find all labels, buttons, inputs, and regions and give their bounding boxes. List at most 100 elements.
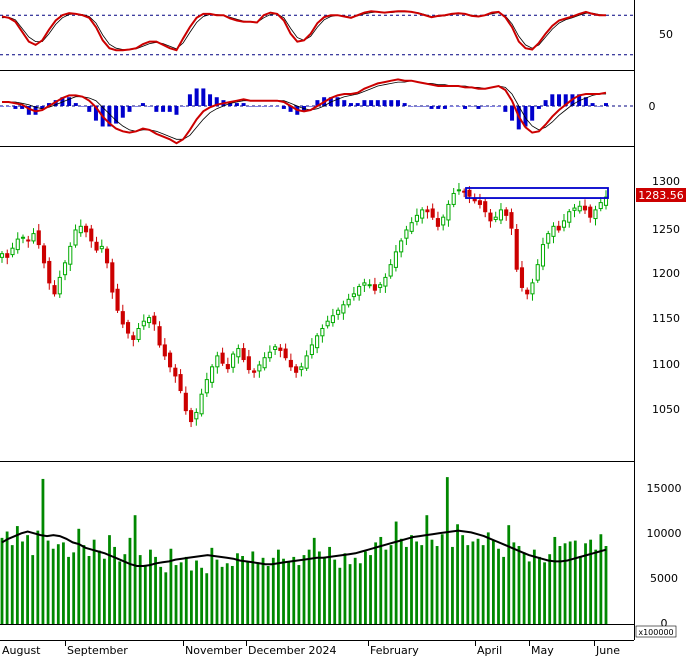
macd-histogram-bar — [201, 88, 206, 106]
volume-bar — [251, 551, 255, 624]
volume-bar — [404, 546, 408, 624]
candle-body — [189, 410, 194, 423]
volume-bar — [184, 556, 188, 624]
volume-bar — [21, 541, 24, 624]
candle-body — [215, 355, 220, 368]
volume-tick-label: 10000 — [647, 527, 682, 540]
macd-histogram-bar — [127, 106, 132, 112]
candle-body — [309, 344, 314, 356]
x-tick-label: December 2024 — [248, 644, 337, 657]
volume-bar — [589, 539, 593, 624]
candle-body — [367, 284, 372, 287]
candle-body — [362, 282, 367, 286]
macd-histogram-bar — [557, 94, 562, 106]
volume-bar — [97, 550, 101, 624]
volume-bar — [486, 532, 490, 624]
macd-histogram-bar — [134, 106, 139, 107]
macd-histogram-bar — [114, 106, 119, 124]
candle-body — [110, 262, 115, 293]
volume-bar — [317, 551, 321, 624]
candle-body — [320, 328, 325, 337]
candle-body — [20, 236, 26, 239]
volume-bar — [573, 540, 577, 624]
candle-body — [173, 367, 178, 377]
candle-body — [304, 355, 309, 369]
macd-histogram-bar — [530, 106, 535, 121]
candle-body — [535, 264, 540, 281]
candle-body — [31, 233, 36, 242]
macd-histogram-bar — [375, 100, 380, 106]
macd-histogram-bar — [248, 106, 253, 107]
volume-bar — [599, 534, 603, 624]
macd-histogram-bar — [510, 106, 515, 121]
macd-histogram-bar — [476, 106, 481, 109]
macd-histogram-bar — [382, 100, 387, 106]
candle-body — [57, 276, 62, 295]
x-tick-label: June — [595, 644, 620, 657]
candle-body — [409, 222, 414, 232]
macd-histogram-bar — [208, 94, 213, 106]
candle-body — [399, 240, 404, 253]
macd-histogram-bar — [543, 100, 548, 106]
candle-body — [252, 370, 257, 373]
candle-body — [78, 225, 83, 234]
candle-body — [483, 201, 488, 213]
volume-tick-label: 15000 — [647, 482, 682, 495]
volume-bar — [297, 565, 301, 624]
volume-bar — [532, 549, 536, 624]
candle-body — [246, 356, 251, 371]
volume-bar — [246, 561, 250, 624]
volume-bar — [307, 549, 311, 624]
volume-bar — [353, 557, 357, 624]
candle-body — [199, 393, 204, 415]
volume-bar — [558, 546, 562, 624]
macd-histogram-bar — [496, 106, 501, 107]
macd-histogram-bar — [469, 106, 474, 107]
volume-bar — [343, 553, 347, 624]
stochastic-y-axis: 50 — [659, 28, 673, 41]
candle-body — [351, 293, 356, 298]
candle-body — [530, 282, 535, 295]
volume-bar — [522, 552, 526, 624]
candle-body — [477, 200, 483, 205]
volume-bar — [384, 549, 388, 624]
macd-histogram-bar — [214, 97, 219, 106]
volume-bar — [189, 570, 193, 624]
macd-histogram-bar — [335, 97, 340, 106]
volume-bar — [430, 539, 434, 624]
macd-histogram-bar — [503, 106, 508, 112]
macd-histogram-bar — [288, 106, 293, 112]
volume-bar — [415, 541, 419, 624]
candle-body — [567, 211, 572, 223]
volume-bar — [497, 548, 500, 624]
macd-histogram-bar — [46, 103, 51, 106]
macd-histogram-bar — [308, 106, 313, 107]
candle-body — [325, 320, 330, 327]
volume-bar — [538, 556, 541, 624]
volume-bar — [466, 545, 470, 624]
price-tick-label: 1150 — [652, 312, 680, 325]
candle-body — [104, 248, 110, 264]
volume-bar — [358, 563, 362, 624]
volume-bar — [302, 555, 306, 624]
candle-body — [283, 348, 288, 359]
candle-body — [388, 264, 393, 277]
volume-bar — [46, 540, 50, 624]
macd-histogram-bar — [442, 106, 447, 109]
x-axis: August September November December 2024 … — [2, 640, 620, 657]
volume-bar — [338, 567, 342, 624]
macd-histogram-bar — [26, 106, 31, 115]
macd-histogram-bar — [6, 106, 11, 107]
volume-bar — [451, 546, 454, 624]
macd-histogram-bar — [73, 103, 78, 106]
candle-body — [383, 276, 388, 287]
candle-body — [561, 220, 567, 228]
volume-bar — [26, 535, 29, 624]
macd-histogram-bar — [402, 103, 407, 106]
candle-body — [241, 348, 246, 361]
volume-bar — [51, 548, 55, 624]
candle-body — [36, 230, 41, 246]
candle-body — [52, 285, 57, 295]
candle-body — [357, 286, 362, 296]
last-price-tag-box — [636, 188, 686, 202]
